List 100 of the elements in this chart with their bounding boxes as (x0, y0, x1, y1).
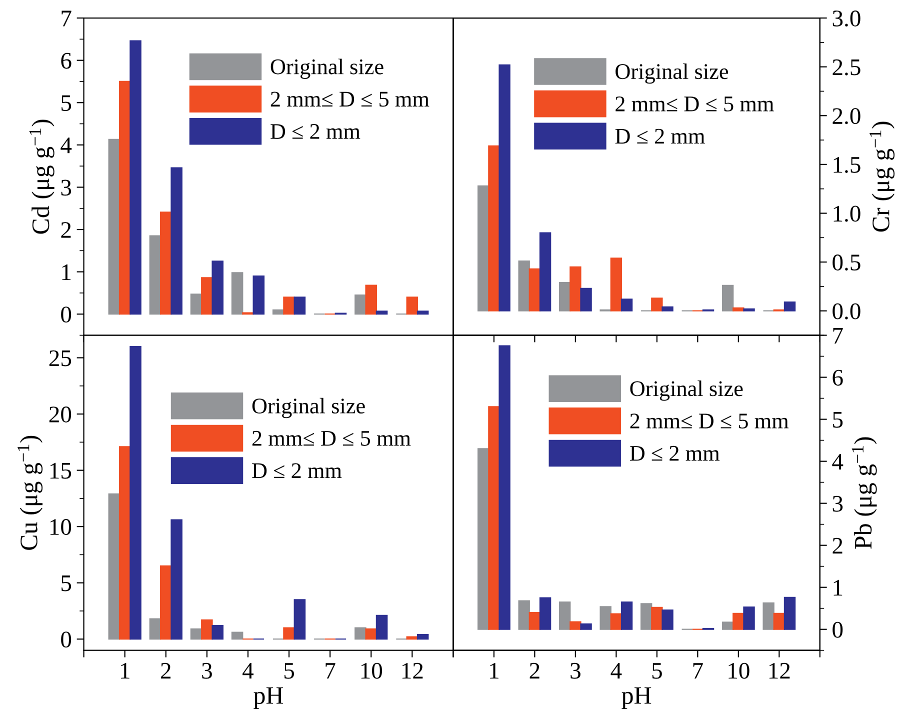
x-tick-label: 1 (490, 662, 498, 679)
legend-label: D ≤ 2 mm (270, 124, 360, 139)
y-axis-title: Cu (μg g$^{−1}$) (18, 436, 43, 550)
y2-tick-label: 3 (832, 496, 843, 512)
y-tick-label: 0 (61, 306, 72, 323)
x-tick-label: 4 (610, 662, 622, 679)
legend-label: D ≤ 2 mm (252, 463, 342, 478)
bar (743, 606, 755, 630)
bar (283, 627, 295, 640)
y2-tick-label: 2 (832, 538, 842, 554)
legend-label: D ≤ 2 mm (630, 446, 720, 461)
y-tick-label: 0 (61, 632, 72, 648)
bar (518, 600, 530, 630)
legend-label: 2 mm≤ D ≤ 5 mm (630, 414, 789, 429)
bar (170, 167, 182, 315)
y2-tick-label: 4 (832, 454, 844, 470)
bar (580, 288, 592, 312)
bar (620, 298, 633, 312)
x-tick-label: 10 (728, 662, 750, 679)
bar (294, 296, 306, 315)
y2-tick-label: 1 (834, 580, 842, 596)
y-tick-label: 4 (60, 138, 72, 154)
bar (620, 601, 633, 630)
x-tick-label: 5 (284, 663, 294, 679)
y2-tick-label: 5 (833, 412, 843, 428)
x-tick-label: 5 (652, 663, 662, 679)
x-tick-label: 7 (326, 663, 336, 679)
bar (528, 612, 541, 630)
bar (376, 614, 388, 640)
bar (580, 623, 592, 630)
y-tick-label: 25 (49, 350, 72, 366)
bar (201, 619, 213, 640)
bar (773, 612, 786, 630)
bar (130, 40, 142, 315)
y-tick-label: 5 (62, 95, 72, 112)
bar (190, 294, 202, 315)
bar (558, 601, 571, 630)
bar (570, 621, 582, 630)
y2-tick-label: 0.0 (832, 303, 860, 320)
legend-label: Original size (616, 63, 728, 84)
bar (762, 602, 774, 630)
legend-label: Original size (270, 58, 384, 79)
bar (365, 284, 378, 315)
bar (212, 625, 224, 640)
bar (539, 232, 552, 312)
bar (732, 307, 744, 312)
bar (570, 266, 582, 312)
bar (558, 282, 571, 312)
bar (498, 345, 510, 630)
x-tick-label: 4 (242, 662, 254, 679)
legend-label: 2 mm≤ D ≤ 5 mm (616, 96, 774, 112)
bar (651, 606, 663, 630)
y-tick-label: 15 (50, 462, 72, 479)
y2-tick-label: 0.5 (832, 254, 860, 271)
bar (231, 272, 244, 315)
bar (610, 258, 622, 312)
bar (498, 64, 510, 312)
y2-axis-title: Cr (μg g$^{−1}$) (870, 122, 895, 232)
y-tick-label: 2 (61, 222, 71, 238)
bar (610, 613, 622, 630)
bar (365, 628, 378, 640)
x-tick-label: 7 (693, 663, 703, 679)
bar (376, 310, 388, 315)
y2-tick-label: 0 (832, 622, 843, 638)
bar (732, 612, 744, 630)
y2-tick-label: 3.0 (832, 10, 860, 27)
x-tick-label: 2 (530, 662, 540, 679)
x-tick-label: 12 (769, 662, 790, 679)
x-tick-label: 12 (402, 662, 423, 679)
legend-label: 2 mm≤ D ≤ 5 mm (252, 430, 411, 446)
bar (478, 185, 490, 312)
bar (212, 260, 224, 315)
bar (528, 268, 541, 312)
x-tick-label: 2 (161, 662, 170, 679)
y-tick-label: 6 (61, 52, 72, 69)
y2-tick-label: 2.0 (832, 108, 860, 124)
y2-tick-label: 1.0 (834, 206, 860, 222)
y-tick-label: 20 (49, 406, 72, 422)
y-tick-label: 3 (61, 180, 72, 196)
bar (478, 448, 490, 630)
bar (600, 606, 612, 630)
y2-tick-label: 6 (832, 370, 843, 386)
legend-label: 2 mm≤ D ≤ 5 mm (270, 92, 430, 107)
y-axis-title: Cd (μg g$^{−1}$) (29, 120, 54, 234)
bar (662, 609, 674, 630)
y2-axis-title: Pb (μg g$^{−1}$) (852, 437, 877, 549)
y2-tick-label: 7 (833, 328, 843, 344)
bar (283, 296, 295, 315)
bar (784, 596, 796, 630)
x-tick-label: 3 (570, 662, 580, 679)
bar (252, 275, 265, 315)
bar (416, 634, 429, 640)
legend-label: Original size (252, 398, 365, 418)
legend-label: Original size (630, 380, 743, 401)
bar (662, 306, 674, 312)
x-tick-label: 10 (361, 662, 382, 679)
x-tick-label: 1 (121, 662, 130, 679)
bar (651, 298, 663, 312)
bar (722, 622, 734, 630)
bar (488, 145, 500, 312)
